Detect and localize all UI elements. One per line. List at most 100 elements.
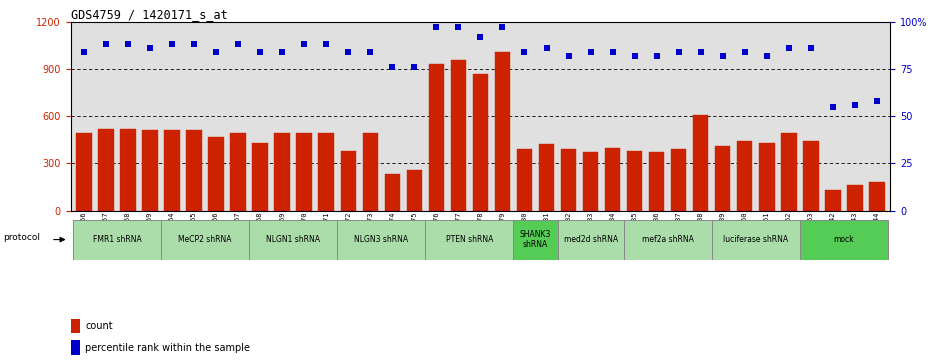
Point — [297, 41, 312, 47]
Bar — [715, 146, 730, 211]
Point — [649, 53, 664, 59]
Point — [848, 102, 863, 108]
Bar — [847, 185, 863, 211]
Point — [804, 45, 819, 51]
Bar — [804, 141, 819, 211]
Point — [781, 45, 796, 51]
Bar — [363, 134, 378, 211]
Point — [275, 49, 290, 55]
Point — [451, 25, 466, 30]
Point — [869, 98, 885, 104]
Bar — [627, 151, 642, 211]
Bar — [693, 115, 708, 211]
Bar — [340, 151, 356, 211]
Point — [121, 41, 136, 47]
Point — [825, 104, 840, 110]
Bar — [187, 130, 202, 211]
Point — [693, 49, 708, 55]
Point — [759, 53, 774, 59]
Bar — [297, 134, 312, 211]
Text: GDS4759 / 1420171_s_at: GDS4759 / 1420171_s_at — [71, 8, 227, 21]
Bar — [384, 174, 400, 211]
Bar — [71, 319, 80, 333]
Point — [384, 64, 399, 70]
Text: NLGN1 shRNA: NLGN1 shRNA — [267, 235, 320, 244]
Point — [208, 49, 223, 55]
Point — [231, 41, 246, 47]
Bar — [800, 220, 888, 260]
Bar — [98, 129, 114, 211]
Bar — [76, 134, 91, 211]
Bar — [560, 149, 577, 211]
Text: med2d shRNA: med2d shRNA — [563, 235, 618, 244]
Text: luciferase shRNA: luciferase shRNA — [723, 235, 788, 244]
Bar — [605, 148, 621, 211]
Text: percentile rank within the sample: percentile rank within the sample — [86, 343, 251, 352]
Bar — [495, 52, 511, 211]
Bar — [164, 130, 180, 211]
Point — [715, 53, 730, 59]
Text: PTEN shRNA: PTEN shRNA — [446, 235, 493, 244]
Text: protocol: protocol — [4, 233, 41, 242]
Text: mef2a shRNA: mef2a shRNA — [642, 235, 693, 244]
Point — [318, 41, 333, 47]
Point — [671, 49, 686, 55]
Point — [583, 49, 598, 55]
Bar — [513, 220, 558, 260]
Point — [341, 49, 356, 55]
Point — [98, 41, 113, 47]
Bar — [759, 143, 774, 211]
Point — [429, 25, 444, 30]
Point — [738, 49, 753, 55]
Bar — [737, 141, 753, 211]
Bar — [407, 170, 422, 211]
Bar — [249, 220, 337, 260]
Text: MeCP2 shRNA: MeCP2 shRNA — [178, 235, 232, 244]
Bar — [142, 130, 157, 211]
Bar — [231, 134, 246, 211]
Bar — [208, 136, 224, 211]
Bar — [712, 220, 800, 260]
Bar — [781, 134, 797, 211]
Bar — [426, 220, 513, 260]
Point — [76, 49, 91, 55]
Bar — [71, 340, 80, 355]
Bar — [274, 134, 290, 211]
Bar — [649, 152, 664, 211]
Text: FMR1 shRNA: FMR1 shRNA — [92, 235, 141, 244]
Bar — [252, 143, 268, 211]
Text: NLGN3 shRNA: NLGN3 shRNA — [354, 235, 408, 244]
Bar — [583, 152, 598, 211]
Bar — [558, 220, 624, 260]
Bar — [473, 74, 488, 211]
Point — [473, 34, 488, 40]
Bar — [825, 190, 840, 211]
Text: SHANK3
shRNA: SHANK3 shRNA — [520, 230, 551, 249]
Point — [142, 45, 157, 51]
Bar — [517, 149, 532, 211]
Text: count: count — [86, 321, 113, 331]
Point — [627, 53, 642, 59]
Bar — [869, 182, 885, 211]
Bar — [539, 144, 554, 211]
Point — [252, 49, 268, 55]
Bar — [161, 220, 249, 260]
Bar — [450, 60, 466, 211]
Point — [187, 41, 202, 47]
Bar — [318, 134, 333, 211]
Point — [561, 53, 577, 59]
Bar — [121, 129, 136, 211]
Point — [517, 49, 532, 55]
Point — [539, 45, 554, 51]
Text: mock: mock — [834, 235, 854, 244]
Bar — [429, 64, 444, 211]
Point — [363, 49, 378, 55]
Bar — [73, 220, 161, 260]
Bar — [337, 220, 426, 260]
Point — [495, 25, 510, 30]
Point — [407, 64, 422, 70]
Point — [165, 41, 180, 47]
Point — [605, 49, 620, 55]
Bar — [671, 149, 687, 211]
Bar — [624, 220, 712, 260]
